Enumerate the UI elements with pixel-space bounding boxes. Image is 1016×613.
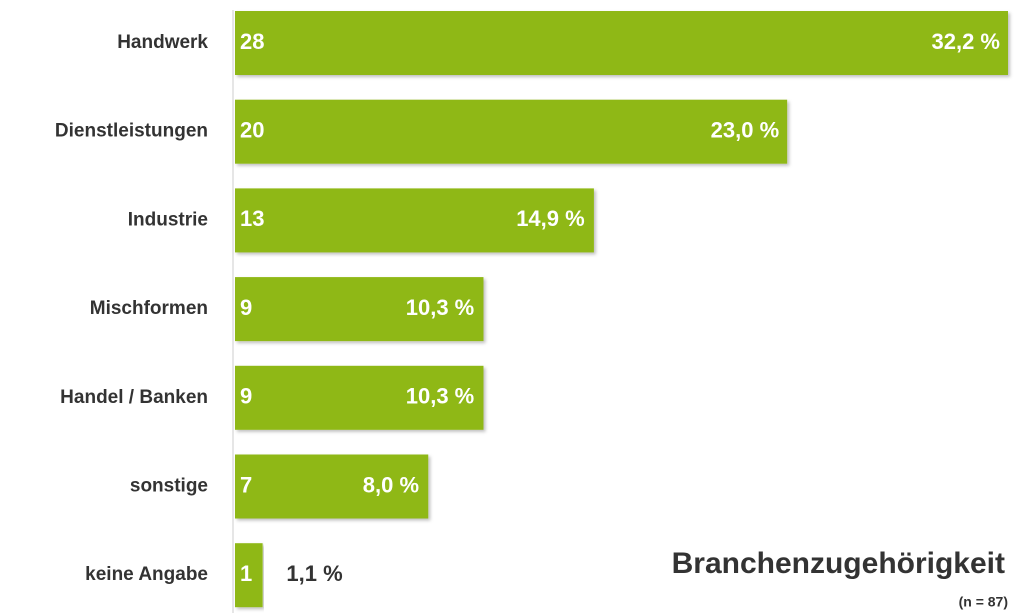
bar — [235, 365, 484, 430]
count-label: 9 — [240, 384, 252, 409]
chart-subtitle: (n = 87) — [959, 594, 1008, 610]
bar — [235, 188, 594, 253]
share-label: 8,0 % — [363, 472, 419, 497]
count-label: 28 — [240, 29, 264, 54]
category-label: Handel / Banken — [60, 387, 208, 408]
count-label: 20 — [240, 118, 264, 143]
count-label: 13 — [240, 206, 264, 231]
chart-title: Branchenzugehörigkeit — [672, 547, 1005, 580]
share-label: 1,1 % — [286, 561, 342, 586]
share-label: 23,0 % — [711, 118, 780, 143]
count-label: 9 — [240, 295, 252, 320]
bar — [235, 543, 263, 608]
share-label: 10,3 % — [406, 295, 475, 320]
category-label: Industrie — [128, 209, 208, 230]
bar — [235, 277, 484, 342]
category-label: Dienstleistungen — [55, 121, 208, 142]
bar — [235, 99, 788, 164]
category-label: sonstige — [130, 476, 208, 497]
share-label: 10,3 % — [406, 384, 475, 409]
category-label: Handwerk — [117, 32, 208, 53]
count-label: 7 — [240, 472, 252, 497]
count-label: 1 — [240, 561, 252, 586]
bar — [235, 11, 1008, 75]
share-label: 14,9 % — [516, 206, 585, 231]
category-label: keine Angabe — [85, 564, 208, 585]
share-label: 32,2 % — [932, 29, 1001, 54]
bar — [235, 454, 429, 519]
category-label: Mischformen — [90, 298, 208, 319]
